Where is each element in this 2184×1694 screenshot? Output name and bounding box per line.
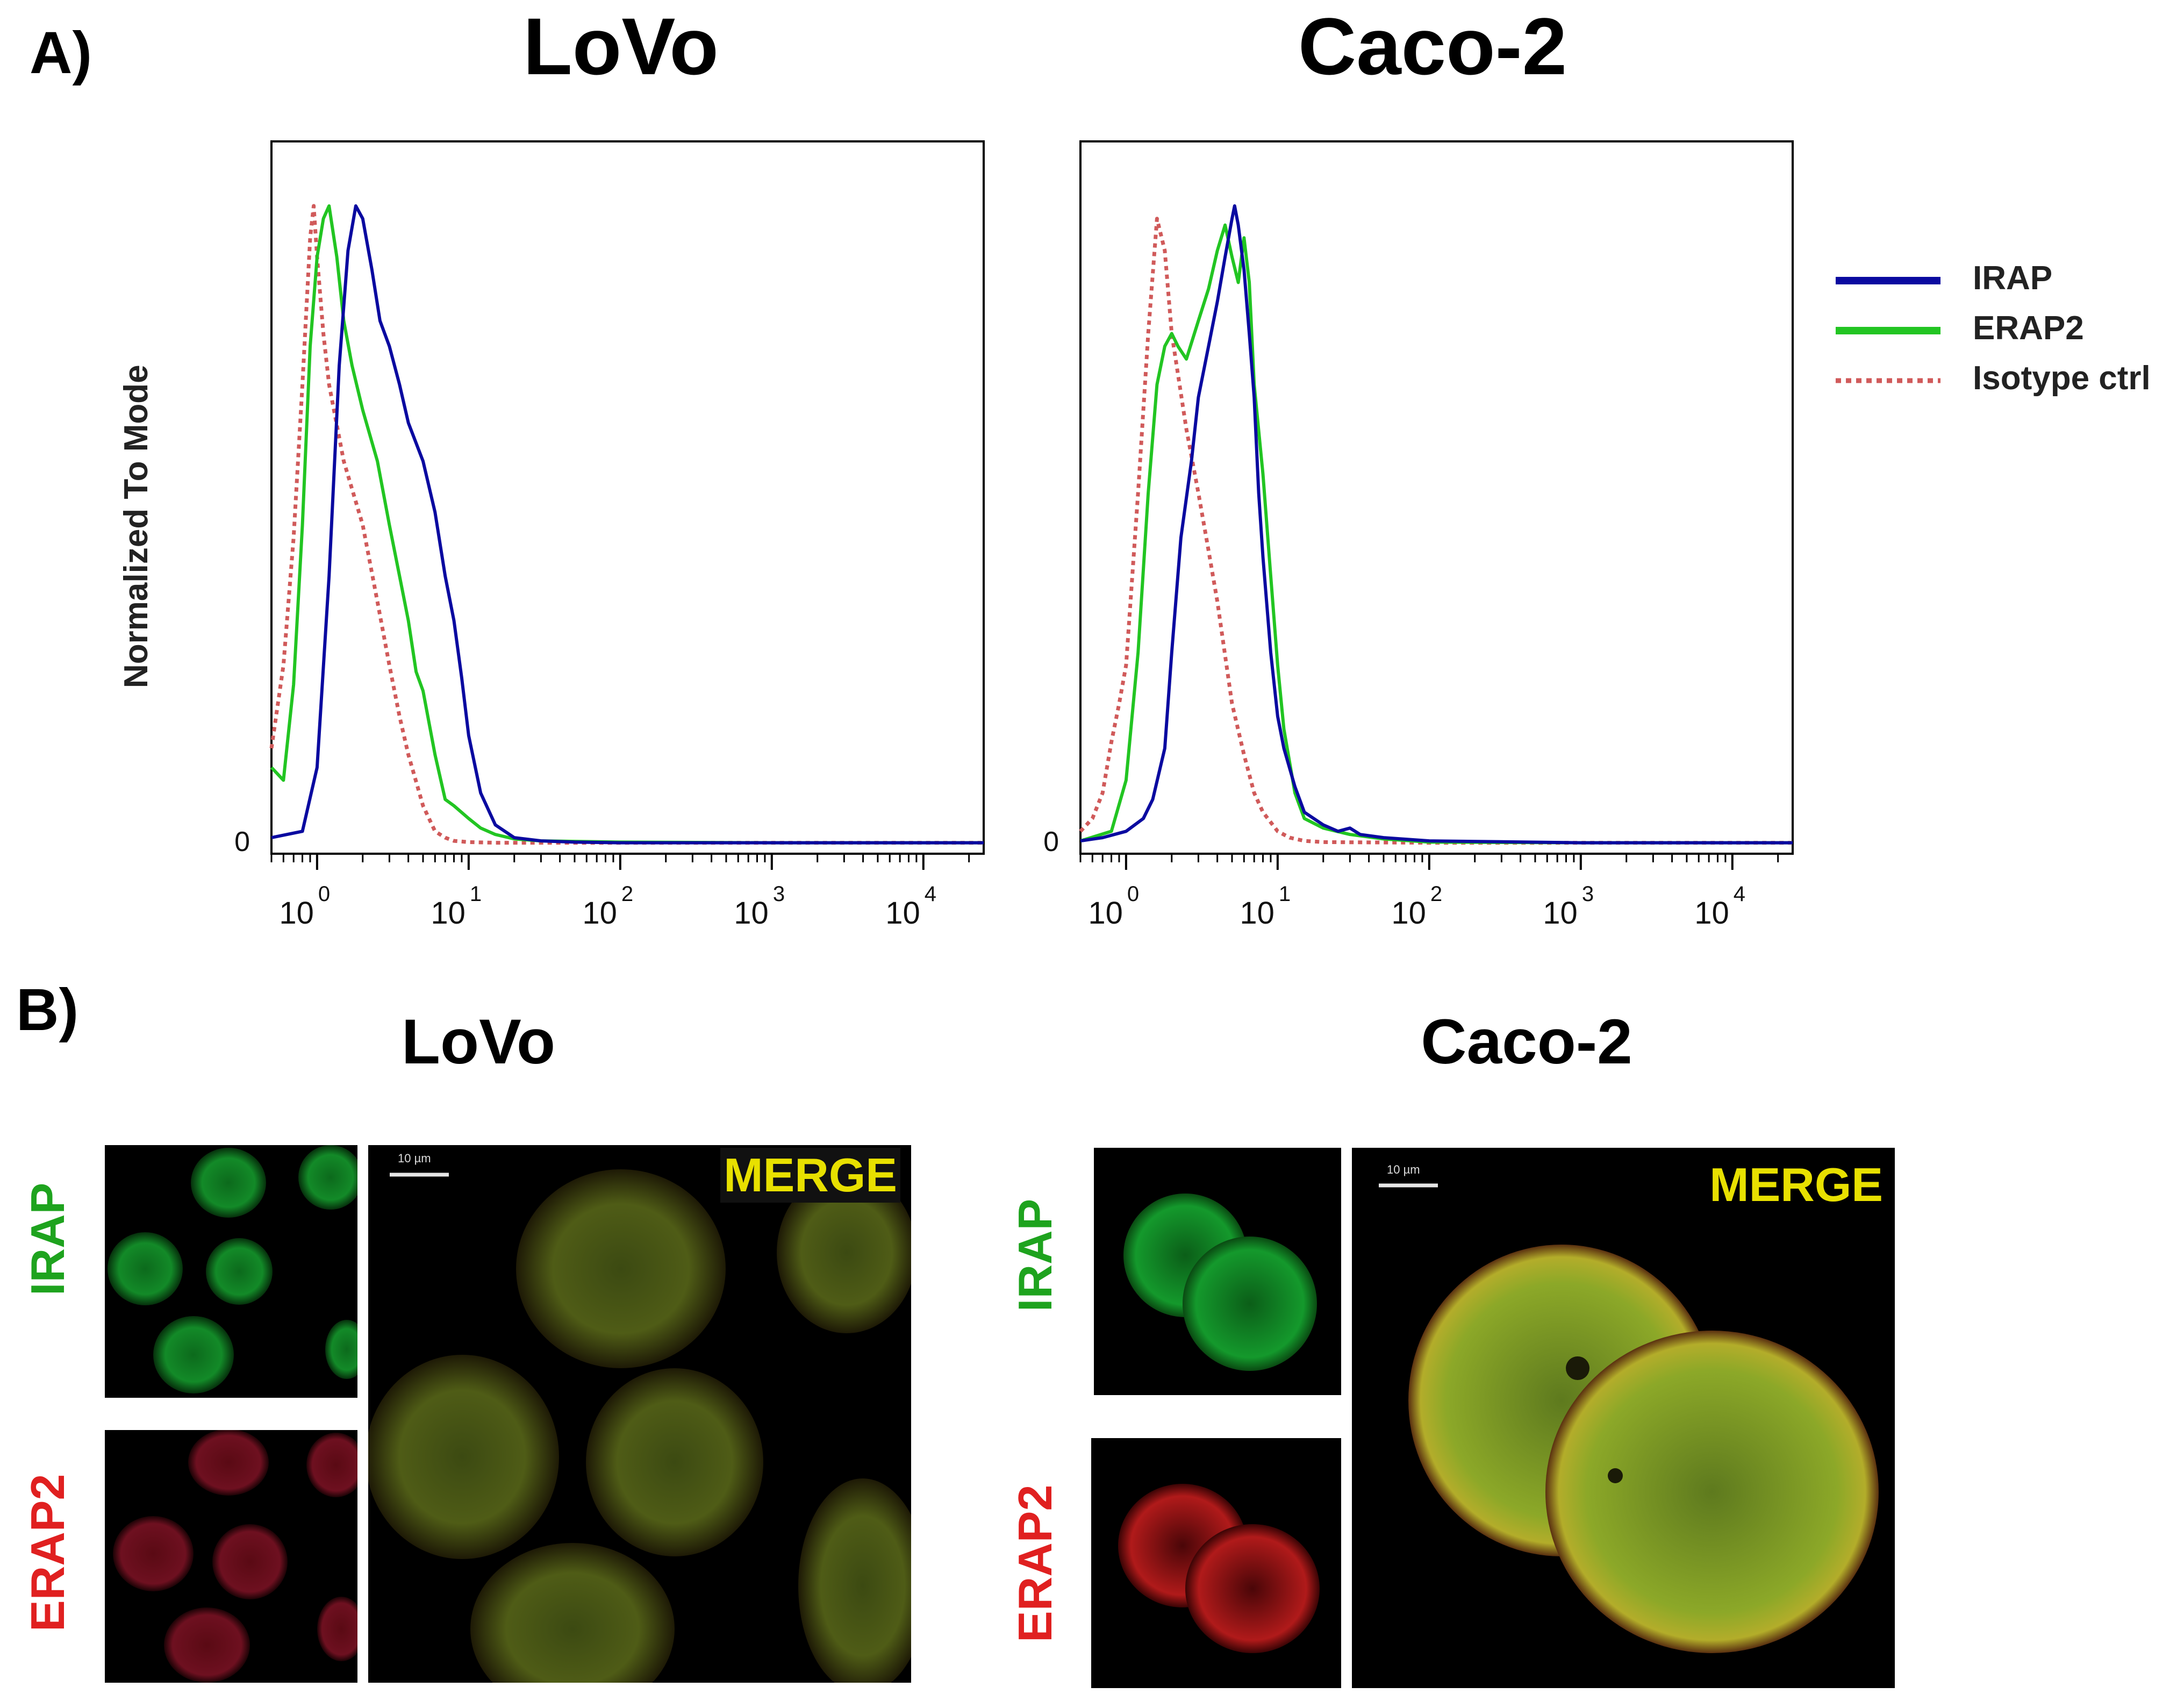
series-line-irap	[271, 204, 984, 845]
y-zero-label: 0	[234, 826, 250, 857]
x-tick-label: 10	[885, 896, 920, 931]
series-line-isotype-ctrl	[1079, 217, 1793, 845]
x-tick-label: 10	[1088, 896, 1123, 931]
x-tick-label-exponent: 1	[1279, 882, 1291, 906]
x-tick-label: 10	[582, 896, 617, 931]
x-tick-label-exponent: 0	[1127, 882, 1139, 906]
legend-label-isotype: Isotype ctrl	[1973, 360, 2151, 397]
micrograph-lovo-irap	[105, 1145, 357, 1398]
plot-frame	[1079, 140, 1794, 855]
scale-bar-label-caco2: 10 µm	[1387, 1163, 1420, 1176]
y-zero-label: 0	[1043, 826, 1059, 857]
x-tick-label-exponent: 0	[318, 882, 330, 906]
legend-label-irap: IRAP	[1973, 260, 2053, 297]
chart-title-lovo: LoVo	[523, 1, 719, 91]
x-tick-label-exponent: 4	[1734, 882, 1745, 906]
series-line-erap2	[270, 204, 984, 845]
legend: IRAP ERAP2 Isotype ctrl	[1833, 253, 2166, 414]
panel-a-letter: A)	[30, 20, 92, 86]
x-tick-label: 10	[279, 896, 314, 931]
micrograph-caco2-merge: 10 µm MERGE	[1352, 1148, 1895, 1688]
series-line-isotype-ctrl	[269, 204, 984, 845]
x-tick-label-exponent: 2	[621, 882, 633, 906]
x-tick-label: 10	[734, 896, 769, 931]
x-tick-label-exponent: 2	[1430, 882, 1442, 906]
x-tick-label-exponent: 1	[470, 882, 482, 906]
x-tick-label: 10	[431, 896, 466, 931]
label-erap2-lovo: ERAP2	[21, 1474, 74, 1632]
merge-label-lovo: MERGE	[720, 1148, 900, 1203]
plot-frame	[270, 140, 985, 855]
scale-bar-label-lovo: 10 µm	[398, 1152, 431, 1165]
micrograph-caco2-irap	[1094, 1148, 1341, 1395]
micro-title-lovo: LoVo	[401, 1006, 556, 1077]
micrograph-lovo-merge: 10 µm MERGE	[368, 1145, 911, 1683]
x-tick-label: 10	[1694, 896, 1729, 931]
x-tick-label: 10	[1391, 896, 1426, 931]
series-line-irap	[1080, 204, 1793, 845]
x-tick-label: 10	[1543, 896, 1578, 931]
chart-title-caco2: Caco-2	[1298, 1, 1567, 91]
x-tick-label-exponent: 4	[925, 882, 936, 906]
label-irap-lovo: IRAP	[21, 1182, 74, 1296]
label-erap2-caco2: ERAP2	[1008, 1484, 1062, 1642]
legend-swatches	[1836, 277, 1940, 383]
legend-label-erap2: ERAP2	[1973, 310, 2084, 347]
x-tick-label-exponent: 3	[773, 882, 785, 906]
x-tick-label: 10	[1240, 896, 1274, 931]
micro-title-caco2: Caco-2	[1421, 1006, 1632, 1077]
micrograph-lovo-erap2	[105, 1430, 357, 1683]
series-line-erap2	[1080, 223, 1793, 845]
x-tick-label-exponent: 3	[1582, 882, 1594, 906]
label-irap-caco2: IRAP	[1008, 1198, 1062, 1312]
panel-b-letter: B)	[16, 977, 79, 1043]
micrograph-caco2-erap2	[1091, 1438, 1341, 1688]
merge-label-caco2: MERGE	[1709, 1158, 1883, 1211]
